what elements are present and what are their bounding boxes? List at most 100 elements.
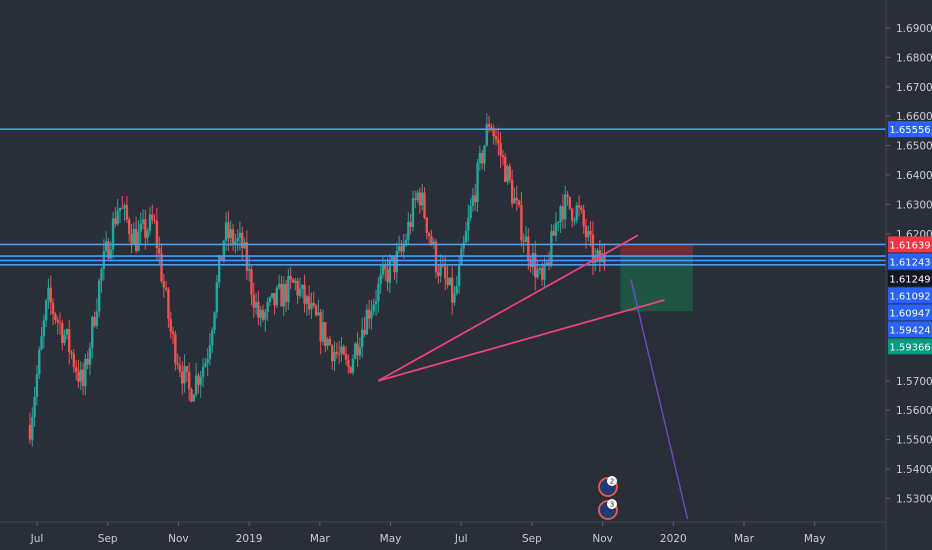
candle-down <box>499 143 502 156</box>
x-tick-label: May <box>804 533 826 545</box>
price-label-bg <box>888 321 932 338</box>
candle-down <box>319 312 322 342</box>
candle-down <box>93 317 96 326</box>
candle-up <box>199 376 202 385</box>
candle-down <box>568 196 572 209</box>
candle-down <box>74 367 78 373</box>
candle-down <box>128 219 131 235</box>
candle-up <box>88 347 92 365</box>
candle-down <box>434 241 438 273</box>
candle-up <box>365 309 369 335</box>
horizontal-levels[interactable] <box>0 128 886 266</box>
candle-up <box>259 309 262 318</box>
candle-down <box>580 207 583 210</box>
position-loss-zone[interactable] <box>620 244 693 256</box>
candle-up <box>271 293 274 298</box>
price-axis[interactable]: 1.69000 1.68000 1.67000 1.66000 1.65000 1.640… <box>886 23 932 506</box>
candle-up <box>550 231 553 266</box>
candle-up <box>95 311 99 326</box>
x-tick-label: Mar <box>734 533 754 545</box>
candle-down <box>414 198 417 200</box>
candle-up <box>395 251 399 273</box>
candle-down <box>384 265 387 270</box>
candle-down <box>386 269 389 283</box>
candle-down <box>291 279 295 283</box>
x-tick-label: Mar <box>310 533 330 545</box>
candle-down <box>314 305 318 316</box>
candle-up <box>455 286 458 294</box>
candle-up <box>146 231 149 238</box>
candle-up <box>432 241 435 245</box>
event-badges[interactable]: 23 <box>598 476 618 520</box>
candle-up <box>98 280 101 312</box>
position-tool[interactable] <box>620 244 693 312</box>
trend-upper[interactable] <box>377 234 639 382</box>
candle-down <box>540 268 544 280</box>
candle-up <box>132 228 136 244</box>
candle-down <box>151 214 154 220</box>
candle-down <box>497 139 500 144</box>
candle-up <box>277 283 281 288</box>
candle-down <box>107 241 110 259</box>
candle-down <box>56 320 59 323</box>
candle-up <box>234 241 237 244</box>
candle-up <box>222 240 225 260</box>
candle-up <box>79 369 82 382</box>
candle-up <box>116 210 119 225</box>
candle-down <box>49 287 52 303</box>
x-tick-label: Jul <box>30 533 44 545</box>
price-label-text: 1.61092 <box>889 291 930 302</box>
x-tick-label: Sep <box>522 533 542 545</box>
time-axis[interactable]: Jul Sep Nov 2019 Mar May Jul Sep Nov 2020 Mar May <box>30 522 826 545</box>
candle-down <box>273 293 276 306</box>
candle-down <box>570 208 574 221</box>
candle-up <box>229 229 232 239</box>
candle-down <box>510 179 514 204</box>
candle-down <box>153 219 156 221</box>
candle-up <box>554 223 558 236</box>
candle-down <box>130 234 133 244</box>
candle-up <box>340 346 343 354</box>
y-tick-label: 1.56000 <box>896 405 932 417</box>
trend-lower[interactable] <box>377 299 665 382</box>
candle-up <box>201 367 205 377</box>
trend-lines[interactable] <box>377 234 689 520</box>
candle-up <box>206 359 209 364</box>
candle-up <box>559 206 562 222</box>
candle-down <box>344 354 348 360</box>
candle-up <box>587 230 590 238</box>
candle-up <box>111 218 115 250</box>
candle-down <box>174 334 177 364</box>
candle-down <box>171 331 175 335</box>
projection-line[interactable] <box>630 279 689 520</box>
price-label-current-price: 1.61249 <box>888 270 932 287</box>
event-badge[interactable]: 2 <box>598 476 618 497</box>
candle-down <box>157 248 161 254</box>
candle-down <box>342 346 345 355</box>
candle-down <box>220 255 223 260</box>
y-tick-label: 1.57000 <box>896 376 932 388</box>
candle-down <box>160 253 163 282</box>
candle-up <box>351 358 355 373</box>
price-label-take-profit: 1.59366 <box>888 338 932 355</box>
candle-up <box>545 262 548 264</box>
candle-down <box>176 363 179 366</box>
price-labels: 1.65556 1.61639 1.61243 1.61249 1.61092 1.609… <box>888 121 932 355</box>
candle-up <box>524 236 528 242</box>
candle-down <box>86 358 89 365</box>
candle-down <box>450 277 454 303</box>
candle-down <box>28 424 32 440</box>
candle-down <box>501 155 505 158</box>
candle-up <box>104 241 108 252</box>
candle-up <box>476 162 479 203</box>
event-badge[interactable]: 3 <box>598 499 618 520</box>
candle-down <box>423 192 426 218</box>
candle-down <box>312 302 315 306</box>
candle-down <box>349 367 352 373</box>
y-tick-label: 1.67000 <box>896 82 932 94</box>
price-label-text: 1.61639 <box>889 240 930 251</box>
candle-down <box>68 329 71 353</box>
candle-up <box>44 300 48 321</box>
